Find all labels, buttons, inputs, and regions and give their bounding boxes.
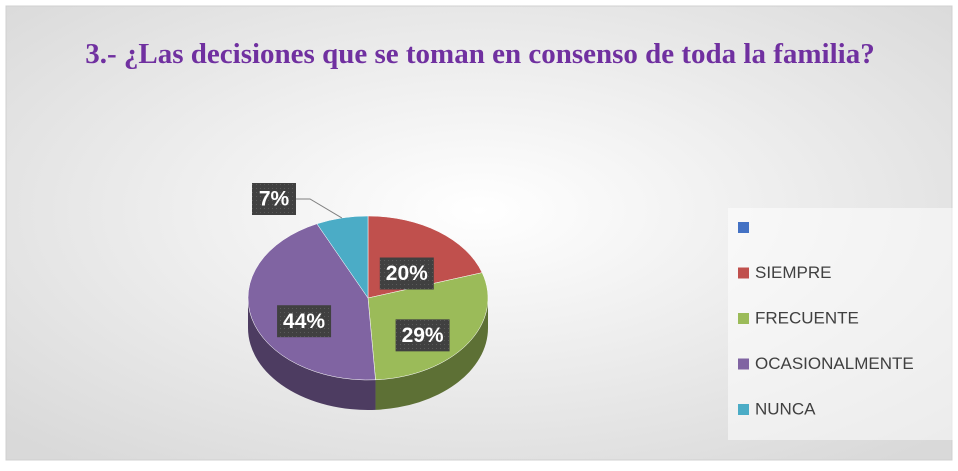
data-label: 44% [283,310,325,333]
legend: SIEMPRE FRECUENTE OCASIONALMENTE NUNCA [738,222,914,418]
legend-swatch [738,404,749,415]
leader-line [296,198,343,219]
legend-swatch [738,313,749,324]
chart-title: 3.- ¿Las decisiones que se toman en cons… [85,38,875,70]
legend-label: FRECUENTE [755,308,859,327]
title-box: 3.- ¿Las decisiones que se toman en cons… [85,38,875,70]
slice-side [375,298,489,410]
slice-side [248,298,376,411]
legend-label: OCASIONALMENTE [755,354,914,373]
legend-label: NUNCA [755,399,816,418]
data-label: 29% [402,324,444,347]
pie: 20% 29% 44% 7% [247,183,489,411]
data-label-box [252,183,296,215]
legend-swatch [738,222,749,233]
legend-label: SIEMPRE [755,263,832,282]
legend-box [728,208,956,440]
legend-swatch [738,267,749,279]
data-label-box [395,319,450,352]
data-label: 20% [386,262,428,285]
data-label: 7% [259,188,290,211]
data-label-box [379,257,434,290]
data-label-box [277,305,332,338]
legend-swatch [738,358,749,370]
